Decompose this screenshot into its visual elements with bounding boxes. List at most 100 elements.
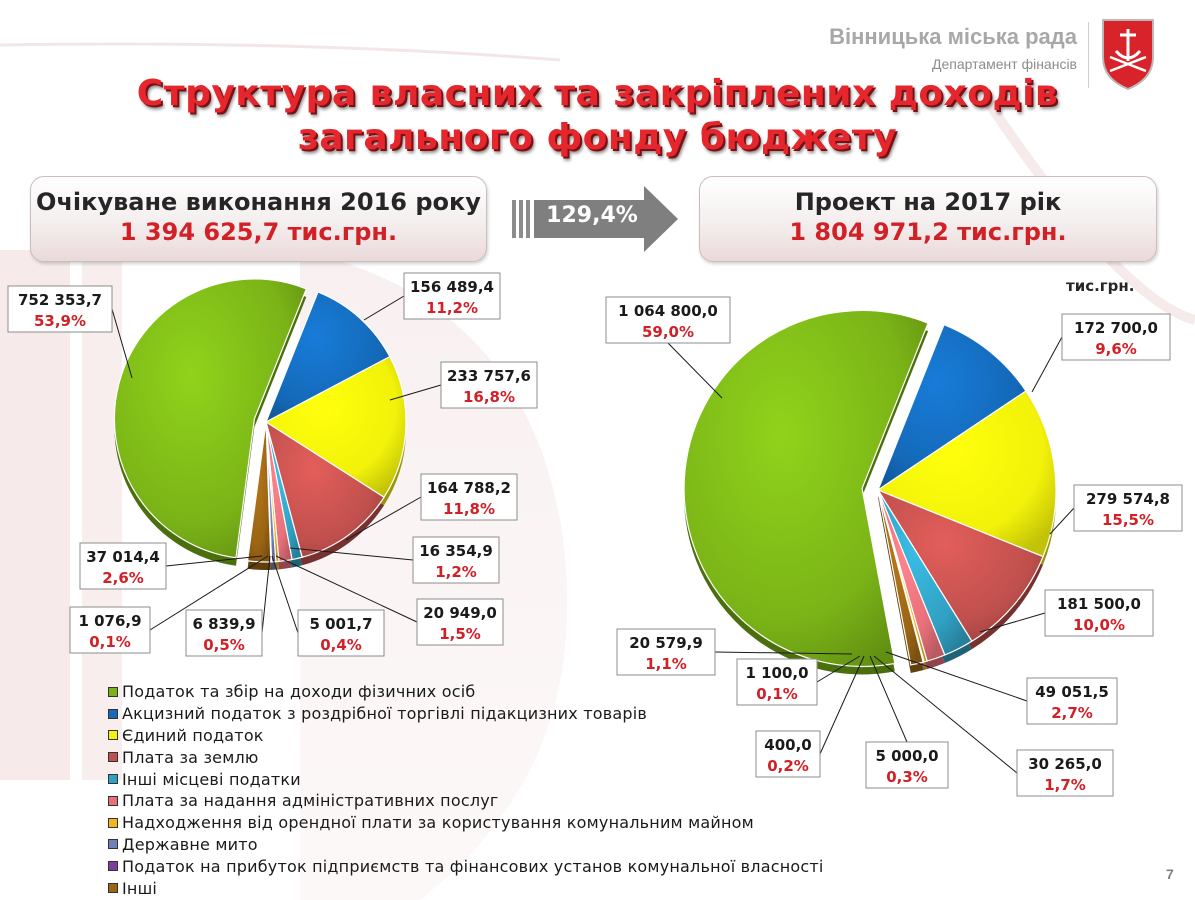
data-label-percent: 1,5%	[439, 625, 481, 643]
data-label-percent: 0,3%	[886, 768, 928, 786]
data-label-percent: 0,1%	[756, 685, 798, 703]
data-label-value: 156 489,4	[410, 278, 494, 296]
department-name: Департамент фінансів	[931, 56, 1077, 72]
left-total-box: Очікуване виконання 2016 року 1 394 625,…	[30, 176, 487, 262]
unit-label: тис.грн.	[1066, 277, 1135, 295]
data-label-value: 37 014,4	[86, 548, 160, 566]
data-label-percent: 11,2%	[426, 299, 478, 317]
data-label-box	[736, 658, 818, 706]
data-label-percent: 1,1%	[645, 655, 687, 673]
data-label-box	[403, 272, 501, 320]
data-label-value: 1 064 800,0	[618, 302, 718, 320]
chart-legend: Податок та збір на доходи фізичних осіб А…	[108, 681, 824, 899]
pie-slice	[264, 291, 391, 424]
pie-slice	[264, 355, 407, 499]
pie-slice	[113, 278, 308, 559]
legend-item: Єдиний податок	[108, 725, 824, 747]
right-total-box: Проект на 2017 рік 1 804 971,2 тис.грн.	[699, 176, 1157, 262]
leader-line	[271, 555, 299, 634]
leader-line	[149, 555, 269, 631]
legend-swatch	[108, 774, 118, 785]
data-label-percent: 16,8%	[463, 388, 515, 406]
leader-line	[979, 612, 1046, 633]
slide-title-line-1: Структура власних та закріплених доходів	[136, 73, 1059, 114]
data-label-value: 181 500,0	[1057, 595, 1141, 613]
pie-slice	[265, 420, 385, 558]
legend-item: Акцизний податок з роздрібної торгівлі п…	[108, 703, 824, 725]
organization-header: Вінницька міська рада Департамент фінанс…	[829, 24, 1077, 72]
legend-label: Єдиний податок	[122, 725, 264, 745]
data-label-box	[79, 542, 167, 590]
data-label-box	[185, 609, 263, 657]
right-total-label: Проект на 2017 рік	[794, 188, 1062, 216]
leader-line	[261, 555, 271, 634]
legend-label: Інші	[122, 878, 158, 898]
leader-line	[714, 651, 853, 655]
data-label-value: 233 757,6	[447, 367, 531, 385]
data-label-percent: 11,8%	[443, 500, 495, 518]
pie-slice	[876, 390, 1057, 558]
leader-line	[873, 655, 1018, 774]
legend-item: Плата за надання адміністративних послуг	[108, 790, 824, 812]
slide-title-line-2: загального фонду бюджету	[297, 117, 898, 158]
legend-swatch	[108, 686, 118, 697]
legend-item: Плата за землю	[108, 746, 824, 768]
legend-item: Державне мито	[108, 834, 824, 856]
left-total-value: 1 394 625,7 тис.грн.	[119, 218, 398, 246]
data-label-box	[69, 606, 151, 654]
data-label-box	[1026, 677, 1118, 725]
leader-line	[165, 555, 263, 567]
data-label-percent: 1,7%	[1044, 776, 1086, 794]
legend-swatch	[108, 730, 118, 741]
data-label-box	[616, 628, 716, 676]
header-divider	[1088, 22, 1089, 88]
data-label-box	[416, 598, 504, 646]
data-label-box	[605, 296, 731, 344]
legend-swatch	[108, 752, 118, 763]
legend-swatch	[108, 839, 118, 850]
data-label-box	[865, 741, 949, 789]
leader-line	[1031, 336, 1063, 393]
pie-chart-2016: 752 353,7 53,9% 156 489,4 11,2% 233 757,6 16,…	[7, 272, 538, 657]
legend-item: Надходження від орендної плати за корист…	[108, 812, 824, 834]
left-total-label: Очікуване виконання 2016 року	[36, 188, 481, 216]
pie-slice	[877, 489, 924, 666]
leader-line	[275, 555, 418, 623]
data-label-percent: 2,6%	[102, 569, 144, 587]
legend-swatch	[108, 817, 118, 828]
data-label-value: 20 949,0	[423, 604, 497, 622]
data-label-value: 1 076,9	[78, 612, 141, 630]
data-label-value: 752 353,7	[18, 291, 102, 309]
growth-percent: 129,4%	[546, 203, 638, 228]
leader-line	[667, 342, 723, 399]
data-label-box	[1061, 313, 1171, 361]
leader-line	[869, 655, 908, 743]
legend-swatch	[108, 861, 118, 872]
data-label-value: 279 574,8	[1086, 490, 1170, 508]
legend-label: Плата за надання адміністративних послуг	[122, 791, 499, 811]
legend-swatch	[108, 708, 118, 719]
page-number: 7	[1166, 866, 1174, 882]
data-label-percent: 53,9%	[34, 312, 86, 330]
pie-chart-2017: 1 064 800,0 59,0% 172 700,0 9,6% 279 574,8 15…	[605, 296, 1183, 797]
legend-swatch	[108, 883, 118, 894]
legend-item: Податок на прибуток підприємств та фінан…	[108, 855, 824, 877]
legend-item: Податок та збір на доходи фізичних осіб	[108, 681, 824, 703]
data-label-percent: 2,7%	[1051, 704, 1093, 722]
right-total-value: 1 804 971,2 тис.грн.	[789, 218, 1067, 246]
data-label-box	[297, 609, 385, 657]
data-label-box	[412, 536, 500, 584]
data-label-value: 5 000,0	[875, 747, 938, 765]
legend-label: Інші місцеві податки	[122, 769, 301, 789]
data-label-percent: 0,2%	[767, 757, 809, 775]
legend-label: Податок на прибуток підприємств та фінан…	[122, 856, 824, 876]
data-label-value: 1 100,0	[745, 664, 808, 682]
leader-line	[111, 308, 133, 379]
data-label-box	[1073, 484, 1183, 532]
leader-line	[389, 384, 442, 401]
slide-title: Структура власних та закріплених доходів…	[0, 72, 1195, 160]
leader-line	[885, 651, 1028, 702]
pie-slice	[876, 488, 1044, 643]
legend-label: Податок та збір на доходи фізичних осіб	[122, 682, 476, 702]
leader-line	[289, 547, 414, 561]
